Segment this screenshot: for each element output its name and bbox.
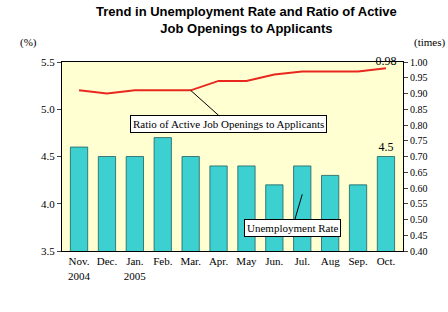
svg-text:0.95: 0.95 (410, 72, 428, 83)
svg-text:0.50: 0.50 (410, 214, 428, 225)
svg-text:Dec.: Dec. (97, 255, 118, 267)
svg-text:0.80: 0.80 (410, 120, 428, 131)
svg-text:Jun.: Jun. (265, 255, 283, 267)
svg-text:Trend in Unemployment Rate and: Trend in Unemployment Rate and Ratio of … (96, 4, 397, 36)
svg-text:Ratio of Active Job Openings t: Ratio of Active Job Openings to Applican… (133, 118, 324, 130)
svg-text:Aug: Aug (321, 255, 340, 267)
svg-text:Jan.2005: Jan.2005 (124, 255, 147, 281)
svg-text:5.5: 5.5 (41, 56, 55, 68)
svg-text:0.85: 0.85 (410, 104, 428, 115)
svg-text:4.5: 4.5 (41, 150, 55, 162)
svg-text:Jul.: Jul. (294, 255, 310, 267)
svg-text:Sep.: Sep. (348, 255, 368, 267)
svg-text:0.75: 0.75 (410, 135, 428, 146)
svg-text:0.65: 0.65 (410, 167, 428, 178)
svg-text:Unemployment Rate: Unemployment Rate (247, 222, 338, 234)
svg-text:0.55: 0.55 (410, 198, 428, 209)
svg-text:Oct.: Oct. (377, 255, 396, 267)
svg-text:Mar.: Mar. (180, 255, 201, 267)
svg-text:0.70: 0.70 (410, 151, 428, 162)
svg-text:0.60: 0.60 (410, 183, 428, 194)
svg-text:1.00: 1.00 (410, 57, 428, 68)
svg-text:3.5: 3.5 (41, 245, 55, 257)
svg-text:(%): (%) (20, 36, 37, 49)
svg-text:0.90: 0.90 (410, 88, 428, 99)
svg-text:Apr.: Apr. (209, 255, 229, 267)
svg-text:(times): (times) (414, 36, 445, 49)
svg-text:4.5: 4.5 (378, 140, 393, 154)
svg-text:0.40: 0.40 (410, 246, 428, 257)
svg-text:Feb.: Feb. (153, 255, 173, 267)
svg-text:Nov.2004: Nov.2004 (68, 255, 91, 281)
svg-text:0.45: 0.45 (410, 230, 428, 241)
svg-text:May: May (236, 255, 257, 267)
svg-text:0.98: 0.98 (375, 54, 396, 68)
svg-text:5.0: 5.0 (41, 103, 55, 115)
svg-text:4.0: 4.0 (41, 198, 55, 210)
